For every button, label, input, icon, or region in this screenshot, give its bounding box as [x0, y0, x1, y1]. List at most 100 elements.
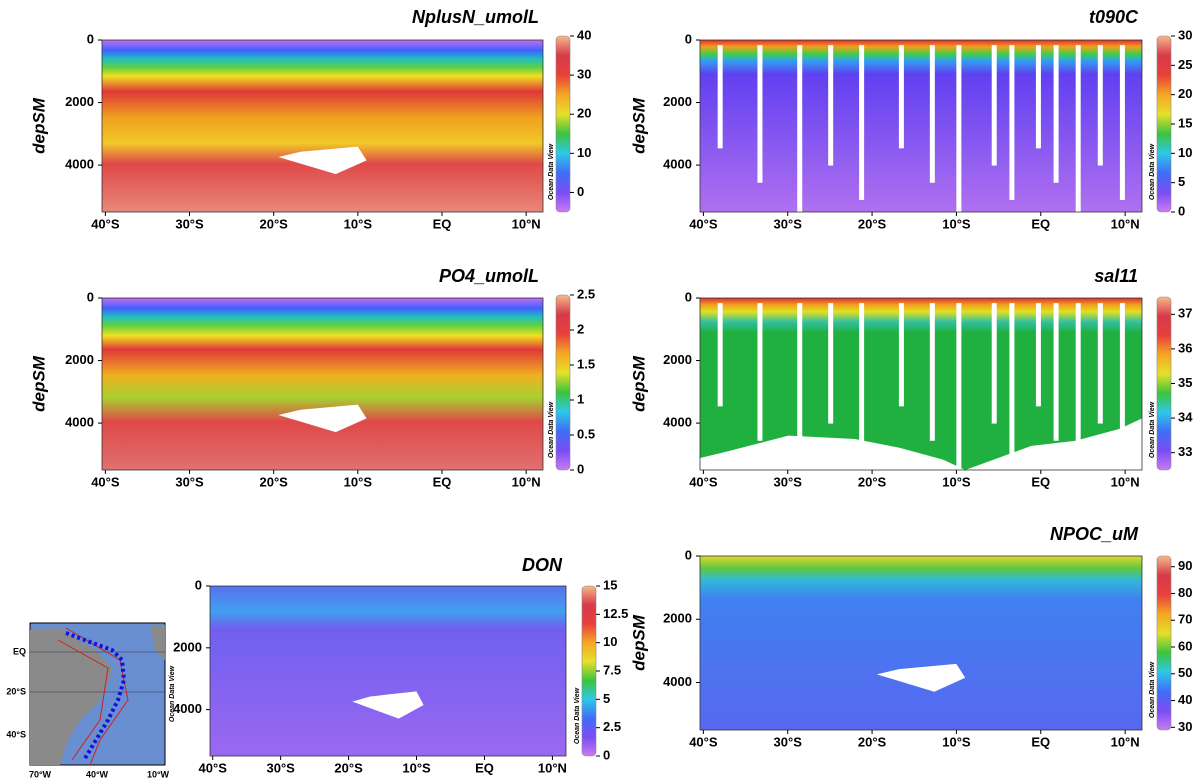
colorbar-tick-label: 5 — [1178, 174, 1185, 189]
colorbar-credit: Ocean Data View — [574, 687, 581, 744]
y-tick-label: 4000 — [65, 415, 94, 430]
cast-gap — [859, 303, 865, 458]
cast-gap — [1053, 303, 1059, 441]
cast-gap — [1075, 303, 1081, 476]
x-tick-label: EQ — [1031, 474, 1050, 489]
x-tick-label: 40°S — [689, 734, 718, 749]
y-tick-label: 0 — [685, 547, 692, 562]
x-tick-label: 40°S — [91, 474, 120, 489]
inset-map: EQ 20°S 40°S 70°W 40°W 10°W Ocean Data V… — [6, 622, 176, 779]
colorbar-credit: Ocean Data View — [548, 143, 555, 200]
y-tick-label: 0 — [87, 31, 94, 46]
y-tick-label: 2000 — [663, 94, 692, 109]
cast-gap — [1009, 45, 1015, 200]
y-tick-label: 4000 — [663, 157, 692, 172]
colorbar-tick-label: 35 — [1178, 375, 1192, 390]
x-tick-label: EQ — [1031, 734, 1050, 749]
y-tick-label: 4000 — [65, 157, 94, 172]
cast-gap — [1009, 303, 1015, 458]
cast-gap — [1119, 45, 1125, 200]
x-tick-label: 30°S — [774, 216, 803, 231]
cast-gap — [828, 45, 834, 166]
colorbar-tick-label: 0 — [577, 461, 584, 476]
cast-gap — [717, 303, 723, 407]
colorbar-tick-label: 10 — [1178, 145, 1192, 160]
map-lon-label: 10°W — [147, 769, 170, 779]
colorbar-credit: Ocean Data View — [1149, 143, 1156, 200]
y-tick-label: 0 — [685, 31, 692, 46]
colorbar-credit: Ocean Data View — [1149, 661, 1156, 718]
colorbar-tick-label: 1.5 — [577, 356, 595, 371]
y-tick-label: 4000 — [663, 674, 692, 689]
chart-title: NPOC_uM — [1050, 524, 1139, 544]
cast-gap — [929, 45, 935, 183]
y-tick-label: 2000 — [663, 352, 692, 367]
colorbar-tick-label: 90 — [1178, 558, 1192, 573]
field — [700, 40, 1142, 212]
cast-gap — [797, 45, 803, 218]
colorbar-tick-label: 20 — [1178, 86, 1192, 101]
y-tick-label: 2000 — [663, 611, 692, 626]
colorbar-tick-label: 10 — [577, 145, 591, 160]
cast-gap — [1053, 45, 1059, 183]
map-land — [30, 628, 112, 765]
x-tick-label: 10°S — [344, 216, 373, 231]
x-tick-label: 30°S — [774, 474, 803, 489]
x-tick-label: 30°S — [774, 734, 803, 749]
panel: NplusN_umolL depSM 40°S 30°S 20°S 10°S EQ 10°N 0… — [29, 7, 591, 232]
x-tick-label: 30°S — [266, 760, 295, 775]
colorbar-tick-label: 40 — [1178, 692, 1192, 707]
colorbar — [555, 35, 571, 213]
map-track — [57, 627, 129, 766]
colorbar-tick-label: 0.5 — [577, 426, 595, 441]
cast-gap — [757, 303, 763, 441]
no-data-area — [278, 404, 367, 433]
x-tick-label: EQ — [475, 760, 494, 775]
colorbar — [581, 585, 597, 757]
map-lat-label: 20°S — [6, 686, 26, 696]
colorbar-tick-label: 30 — [1178, 27, 1192, 42]
x-tick-label: 10°S — [942, 216, 971, 231]
x-tick-label: EQ — [433, 216, 452, 231]
y-tick-label: 2000 — [65, 94, 94, 109]
colorbar-tick-label: 2 — [577, 321, 584, 336]
x-tick-label: EQ — [1031, 216, 1050, 231]
colorbar — [1156, 555, 1172, 731]
colorbar — [1156, 296, 1172, 471]
plot-frame — [209, 585, 567, 757]
x-tick-label: 40°S — [689, 216, 718, 231]
colorbar-tick-label: 30 — [1178, 719, 1192, 734]
cast-gap — [828, 303, 834, 424]
cast-gap — [1097, 303, 1103, 424]
y-tick-label: 2000 — [173, 639, 202, 654]
x-tick-label: 10°S — [402, 760, 431, 775]
map-lon-label: 70°W — [29, 769, 52, 779]
colorbar-tick-label: 34 — [1178, 410, 1193, 425]
cast-gap — [991, 45, 997, 166]
colorbar-tick-label: 70 — [1178, 612, 1192, 627]
no-data-area — [876, 663, 966, 692]
no-data-area — [700, 418, 1142, 470]
x-tick-label: EQ — [433, 474, 452, 489]
cast-gap — [956, 45, 962, 218]
x-tick-label: 40°S — [689, 474, 718, 489]
cast-gap — [797, 303, 803, 476]
chart-title: DON — [522, 555, 563, 575]
plot-frame — [699, 39, 1143, 213]
x-tick-label: 20°S — [858, 734, 887, 749]
y-axis-label: depSM — [629, 614, 648, 671]
colorbar — [1156, 35, 1172, 213]
cast-gap — [898, 303, 904, 407]
colorbar-tick-label: 2.5 — [603, 719, 621, 734]
colorbar-tick-label: 37 — [1178, 306, 1192, 321]
colorbar-tick-label: 0 — [577, 184, 584, 199]
cast-gap — [1119, 303, 1125, 458]
cast-gap — [717, 45, 723, 149]
x-tick-label: 30°S — [175, 474, 204, 489]
field — [700, 556, 1142, 730]
x-tick-label: 20°S — [334, 760, 363, 775]
y-tick-label: 0 — [195, 577, 202, 592]
no-data-area — [278, 146, 367, 175]
